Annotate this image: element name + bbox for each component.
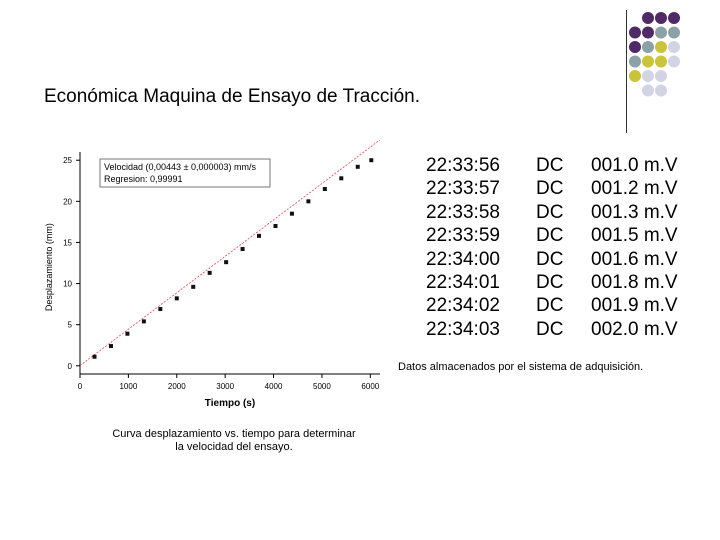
- y-tick-label: 0: [68, 362, 73, 371]
- data-row: 22:33:57 DC 001.2 m.V: [426, 177, 691, 200]
- chart-caption-line-2: la velocidad del ensayo.: [175, 441, 293, 453]
- data-point: [207, 270, 212, 275]
- data-point: [369, 158, 374, 163]
- y-tick-label: 20: [63, 197, 72, 206]
- decorative-dot: [655, 84, 667, 97]
- decorative-dot: [642, 84, 654, 97]
- data-point: [158, 307, 163, 312]
- legend-text: Velocidad (0,00443 ± 0,000003) mm/s: [104, 162, 257, 172]
- time-cell: 22:33:56: [426, 155, 500, 176]
- data-table-caption: Datos almacenados por el sistema de adqu…: [398, 361, 644, 373]
- data-point: [191, 284, 196, 289]
- x-axis-label: Tiempo (s): [205, 398, 255, 409]
- decorative-dot: [655, 41, 667, 53]
- mode-cell: DC: [536, 201, 564, 223]
- decorative-dot-grid: [629, 12, 680, 97]
- data-point: [125, 331, 130, 336]
- y-tick-label: 5: [68, 321, 73, 330]
- y-axis-label: Desplazamiento (mm): [44, 223, 54, 311]
- value-cell: 001.2 m.V: [591, 178, 678, 200]
- decorative-dot: [655, 70, 667, 82]
- decorative-dot: [668, 55, 680, 68]
- time-cell: 22:33:59: [426, 225, 500, 247]
- decorative-dot: [642, 12, 654, 24]
- decorative-dot: [655, 55, 667, 68]
- data-point: [108, 344, 113, 349]
- time-cell: 22:34:01: [426, 272, 500, 294]
- data-point: [355, 164, 360, 169]
- data-row: 22:33:56 DC 001.0 m.V: [426, 154, 691, 177]
- y-tick-label: 15: [63, 238, 72, 247]
- decorative-dot: [642, 26, 654, 39]
- data-point: [257, 233, 262, 238]
- mode-cell: DC: [536, 155, 564, 176]
- value-cell: 001.8 m.V: [591, 272, 678, 294]
- time-cell: 22:34:03: [426, 318, 500, 340]
- data-point: [141, 319, 146, 324]
- data-point: [322, 187, 327, 191]
- decorative-dot: [629, 55, 641, 68]
- regression-line: [79, 140, 381, 366]
- data-point: [289, 211, 294, 216]
- mode-cell: DC: [536, 248, 564, 270]
- displacement-time-chart: 0 1000 2000 3000 4000 5000 6000 0 5 10 15 20 25 Tiemp…: [44, 140, 381, 409]
- value-cell: 001.9 m.V: [591, 295, 678, 317]
- data-point: [174, 296, 179, 301]
- decorative-dot: [642, 70, 654, 82]
- decorative-dot: [668, 12, 680, 24]
- decorative-dot: [668, 41, 680, 53]
- decorative-dot: [655, 26, 667, 39]
- decorative-dot: [629, 70, 641, 82]
- data-row: 22:34:02 DC 001.9 m.V: [426, 294, 691, 317]
- y-tick-label: 10: [63, 280, 72, 289]
- mode-cell: DC: [536, 295, 564, 317]
- data-point: [339, 176, 344, 181]
- x-tick-label: 5000: [313, 382, 331, 391]
- x-tick-label: 1000: [119, 382, 137, 391]
- x-tick-label: 2000: [168, 382, 186, 391]
- decorative-dot: [629, 26, 641, 39]
- mode-cell: DC: [536, 318, 564, 340]
- data-point: [306, 199, 311, 204]
- mode-cell: DC: [536, 178, 564, 200]
- time-cell: 22:34:02: [426, 295, 500, 317]
- data-row: 22:34:01 DC 001.8 m.V: [426, 271, 691, 294]
- data-row: 22:33:58 DC 001.3 m.V: [426, 201, 691, 224]
- decorative-dot: [629, 41, 641, 53]
- mode-cell: DC: [536, 272, 564, 294]
- decorative-vertical-line: [626, 10, 627, 133]
- legend-box: [99, 158, 271, 188]
- x-tick-label: 0: [78, 382, 83, 391]
- data-point: [240, 247, 245, 252]
- x-tick-label: 4000: [265, 382, 283, 391]
- x-tick-label: 6000: [361, 382, 379, 391]
- decorative-dot: [655, 12, 667, 24]
- data-row: 22:34:00 DC 001.6 m.V: [426, 248, 691, 271]
- mode-cell: DC: [536, 225, 564, 247]
- value-cell: 001.0 m.V: [591, 155, 678, 176]
- decorative-dot: [642, 55, 654, 68]
- time-cell: 22:34:00: [426, 248, 500, 270]
- data-row: 22:34:03 DC 002.0 m.V: [426, 318, 691, 341]
- time-cell: 22:33:58: [426, 201, 500, 223]
- data-point: [273, 224, 278, 228]
- value-cell: 002.0 m.V: [591, 318, 678, 340]
- data-point: [92, 354, 97, 359]
- x-tick-label: 3000: [216, 382, 234, 391]
- value-cell: 001.3 m.V: [591, 201, 678, 223]
- data-point: [224, 260, 229, 265]
- time-cell: 22:33:57: [426, 178, 500, 200]
- chart-caption: Curva desplazamiento vs. tiempo para det…: [84, 428, 384, 454]
- chart-caption-line-1: Curva desplazamiento vs. tiempo para det…: [112, 428, 356, 440]
- acquisition-data-table: 22:33:56 DC 001.0 m.V 22:33:57 DC 001.2 m.V 22…: [426, 154, 691, 341]
- legend-text: Regresion: 0,99991: [104, 174, 183, 184]
- value-cell: 001.5 m.V: [591, 225, 678, 247]
- decorative-dot: [642, 41, 654, 53]
- decorative-dot: [668, 26, 680, 39]
- data-row: 22:33:59 DC 001.5 m.V: [426, 224, 691, 247]
- y-tick-label: 25: [63, 156, 72, 165]
- slide-title: Económica Maquina de Ensayo de Tracción.: [44, 86, 420, 107]
- value-cell: 001.6 m.V: [591, 248, 678, 270]
